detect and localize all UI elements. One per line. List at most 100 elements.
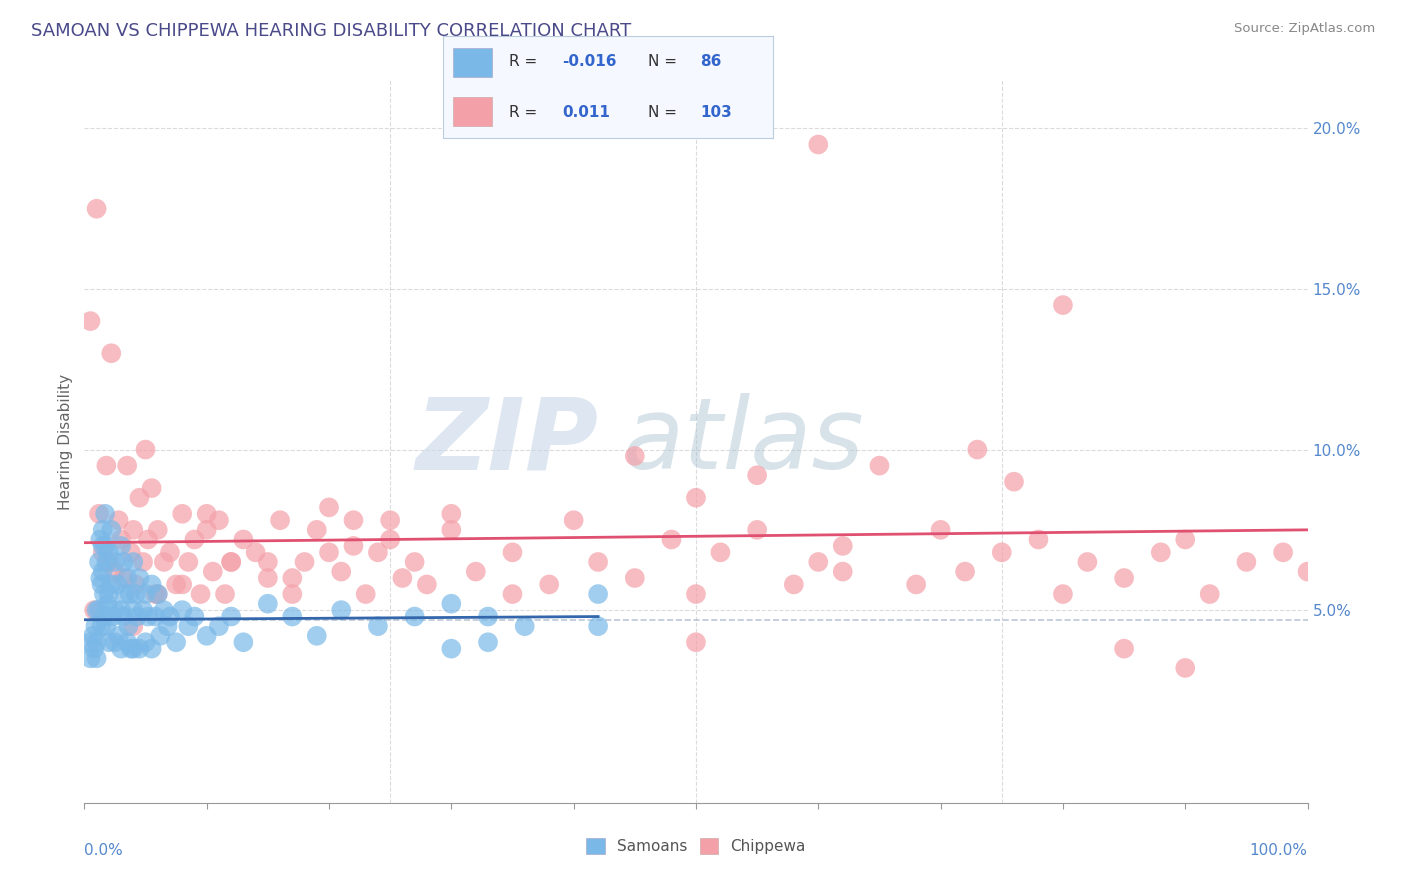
Point [122,603,145,617]
Point [89,533,111,547]
Legend: Samoans, Chippewa: Samoans, Chippewa [581,832,811,860]
Point [269,513,291,527]
Point [100,523,122,537]
Point [477,609,499,624]
Point [172,577,194,591]
Point [104,635,127,649]
Point [83,641,105,656]
Point [110,533,132,547]
Point [281,571,304,585]
Point [404,609,426,624]
Point [93,587,115,601]
Text: N =: N = [648,54,682,70]
Point [86,635,108,649]
Point [562,513,585,527]
Point [245,545,267,559]
Point [1114,641,1136,656]
Point [112,571,135,585]
Point [125,577,148,591]
Point [440,597,463,611]
Text: ZIP: ZIP [415,393,598,490]
Point [195,507,218,521]
Point [91,523,114,537]
Point [318,500,340,515]
Point [783,577,806,591]
Point [1002,475,1025,489]
Point [831,565,853,579]
Point [118,587,141,601]
Point [586,619,609,633]
Point [685,587,707,601]
Point [513,619,536,633]
Point [122,555,145,569]
Point [90,619,112,633]
Y-axis label: Hearing Disability: Hearing Disability [58,374,73,509]
Point [219,555,242,569]
Point [807,137,830,152]
Point [104,603,127,617]
Point [172,507,194,521]
Point [477,635,499,649]
Point [624,571,647,585]
Point [165,635,187,649]
Text: 0.0%: 0.0% [84,843,124,857]
Point [96,555,118,569]
Point [91,565,114,579]
Point [110,641,132,656]
Point [367,619,389,633]
Point [146,587,169,601]
Point [86,603,108,617]
Point [586,555,609,569]
Point [404,555,426,569]
Point [1076,555,1098,569]
Point [79,651,101,665]
Point [807,555,830,569]
Point [709,545,731,559]
Point [159,545,181,559]
Point [97,587,120,601]
Point [82,629,104,643]
Point [97,635,120,649]
Point [86,651,108,665]
Point [502,587,524,601]
Point [104,565,127,579]
Point [219,555,242,569]
Point [135,442,157,457]
Point [128,491,150,505]
Point [257,571,280,585]
Point [869,458,891,473]
Point [86,202,108,216]
Point [117,619,139,633]
Point [97,545,120,559]
Point [1296,565,1319,579]
Point [94,507,117,521]
Point [141,641,163,656]
Point [177,555,200,569]
Point [416,577,439,591]
Point [380,533,402,547]
Point [87,555,110,569]
Point [136,533,159,547]
Point [953,565,976,579]
Point [624,449,647,463]
Point [132,603,155,617]
Text: R =: R = [509,104,543,120]
Point [538,577,561,591]
Point [1114,571,1136,585]
Point [141,577,163,591]
Point [991,545,1014,559]
Point [153,555,176,569]
Point [101,609,124,624]
Point [153,603,176,617]
Text: N =: N = [648,104,682,120]
Point [156,619,179,633]
Point [115,458,138,473]
Point [1174,661,1197,675]
Point [440,523,463,537]
Point [87,507,110,521]
Point [367,545,389,559]
Point [79,314,101,328]
Point [93,609,115,624]
Point [330,565,353,579]
Text: 103: 103 [700,104,733,120]
